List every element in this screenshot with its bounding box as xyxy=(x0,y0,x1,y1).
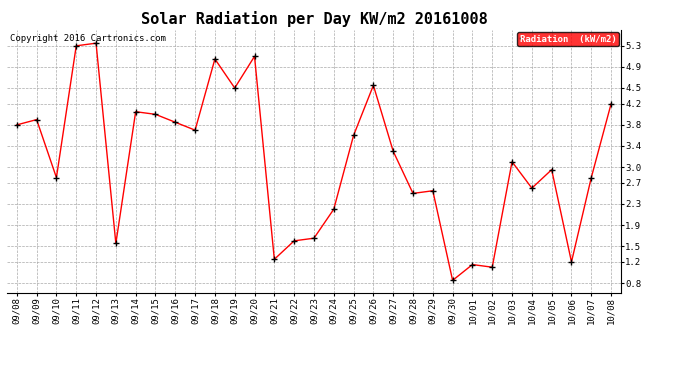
Text: Copyright 2016 Cartronics.com: Copyright 2016 Cartronics.com xyxy=(10,34,166,43)
Legend: Radiation  (kW/m2): Radiation (kW/m2) xyxy=(517,32,619,46)
Title: Solar Radiation per Day KW/m2 20161008: Solar Radiation per Day KW/m2 20161008 xyxy=(141,12,487,27)
